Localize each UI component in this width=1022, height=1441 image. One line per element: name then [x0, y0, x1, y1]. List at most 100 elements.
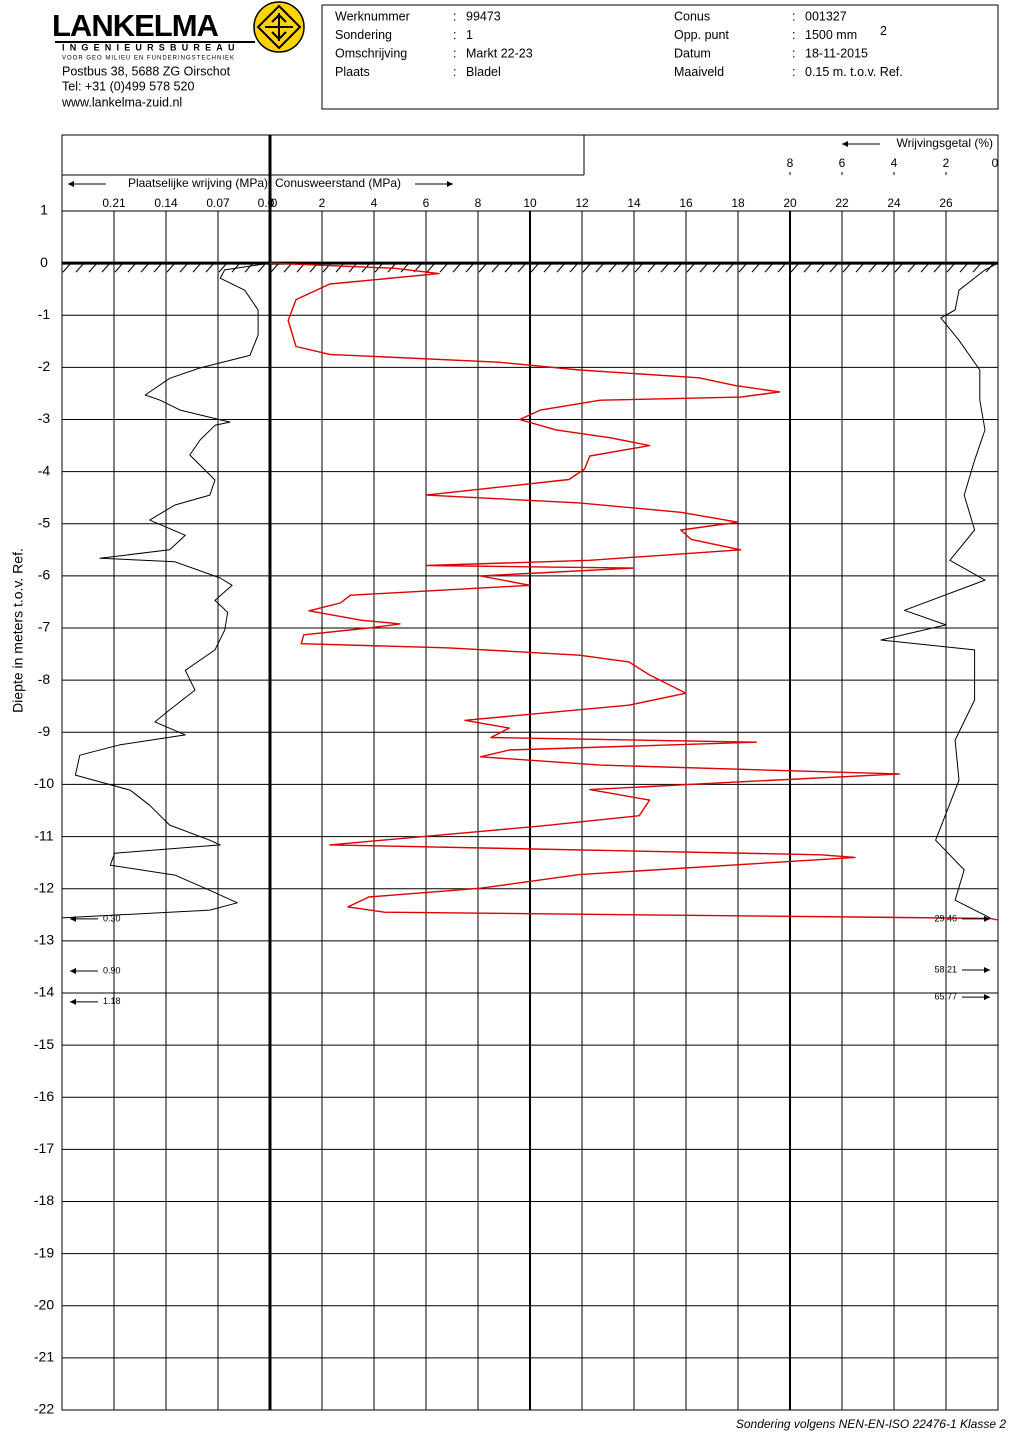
- x-tick-label: 26: [939, 196, 953, 210]
- info-fields: Werknummer:99473Sondering:1Omschrijving:…: [335, 9, 903, 79]
- x-tick-label: 12: [575, 196, 589, 210]
- info-box: [321, 4, 999, 110]
- address: www.lankelma-zuid.nl: [61, 95, 182, 109]
- field-sup: 2: [880, 24, 887, 38]
- field-separator: :: [792, 46, 795, 60]
- field-label: Werknummer: [335, 9, 410, 23]
- field-separator: :: [792, 65, 795, 79]
- y-tick-label: -14: [34, 984, 54, 1000]
- field-value: 1: [466, 28, 473, 42]
- y-tick-label: -21: [34, 1349, 54, 1365]
- x-tick-label: 10: [523, 196, 537, 210]
- y-tick-label: -5: [38, 514, 51, 530]
- offscale-label: 0.30: [103, 913, 121, 923]
- offscale-label: 65.77: [934, 992, 957, 1002]
- y-tick-label: -6: [38, 567, 51, 583]
- y-tick-label: -18: [34, 1192, 54, 1208]
- x-tick-label: 22: [835, 196, 849, 210]
- offscale-label: 0.90: [103, 965, 121, 975]
- x-tick-label: 24: [887, 196, 901, 210]
- x-tick-label: 18: [731, 196, 745, 210]
- y-tick-label: -8: [38, 671, 51, 687]
- field-label: Opp. punt: [674, 28, 729, 42]
- field-separator: :: [453, 9, 456, 23]
- y-tick-label: -1: [38, 306, 51, 322]
- profile-line: [61, 262, 271, 919]
- axis-label: Conusweerstand (MPa): [275, 176, 401, 190]
- logo-mark: [253, 1, 305, 53]
- header: LANKELMA INGENIEURSBUREAU VOOR GEO MILIE…: [52, 1, 999, 110]
- x-tick-label: 0.21: [102, 196, 126, 210]
- y-axis-label: Diepte in meters t.o.v. Ref.: [10, 548, 26, 713]
- x-tick-label: 0.0: [258, 196, 275, 210]
- y-tick-label: -2: [38, 358, 51, 374]
- y-tick-label: -9: [38, 723, 51, 739]
- y-tick-label: -11: [34, 827, 53, 843]
- y-tick-label: -22: [34, 1401, 54, 1417]
- x-tick-label: 2: [319, 196, 326, 210]
- field-separator: :: [453, 28, 456, 42]
- x-tick-label: 0.14: [154, 196, 178, 210]
- x-tick-label: 6: [839, 156, 846, 170]
- field-label: Sondering: [335, 28, 392, 42]
- field-separator: :: [453, 46, 456, 60]
- x-tick-label: 20: [783, 196, 797, 210]
- field-label: Maaiveld: [674, 65, 724, 79]
- company: LANKELMA: [52, 8, 219, 43]
- field-label: Omschrijving: [335, 46, 407, 60]
- x-tick-label: 2: [943, 156, 950, 170]
- offscale-label: 58.21: [934, 964, 957, 974]
- field-value: Bladel: [466, 65, 501, 79]
- y-tick-label: -16: [34, 1088, 54, 1104]
- axis-label: Wrijvingsgetal (%): [897, 136, 993, 150]
- footnote: Sondering volgens NEN-EN-ISO 22476-1 Kla…: [736, 1417, 1006, 1431]
- field-separator: :: [792, 9, 795, 23]
- field-value: Markt 22-23: [466, 46, 533, 60]
- axis-label: Plaatselijke wrijving (MPa): [128, 176, 268, 190]
- y-tick-label: 1: [40, 202, 48, 218]
- x-tick-label: 4: [891, 156, 898, 170]
- field-label: Conus: [674, 9, 710, 23]
- field-separator: :: [453, 65, 456, 79]
- y-tick-label: -10: [34, 775, 54, 791]
- company-tagline: VOOR GEO MILIEU EN FUNDERINGSTECHNIEK: [62, 56, 235, 62]
- x-tick-label: 8: [475, 196, 482, 210]
- x-tick-label: 8: [787, 156, 794, 170]
- chart: 10-1-2-3-4-5-6-7-8-9-10-11-12-13-14-15-1…: [10, 134, 1006, 1431]
- x-tick-label: 14: [627, 196, 641, 210]
- y-tick-label: -7: [38, 619, 51, 635]
- field-value: 1500 mm: [805, 28, 857, 42]
- y-tick-label: -3: [38, 410, 51, 426]
- ground-hatch: [62, 263, 994, 273]
- x-tick-label: 0: [992, 156, 999, 170]
- field-value: 0.15 m. t.o.v. Ref.: [805, 65, 903, 79]
- x-tick-label: 0.07: [206, 196, 230, 210]
- y-tick-label: -19: [34, 1244, 54, 1260]
- field-value: 99473: [466, 9, 501, 23]
- field-label: Plaats: [335, 65, 370, 79]
- x-tick-label: 6: [423, 196, 430, 210]
- y-tick-label: -17: [34, 1140, 54, 1156]
- y-tick-label: -4: [38, 462, 51, 478]
- y-tick-label: -13: [34, 932, 54, 948]
- x-tick-label: 16: [679, 196, 693, 210]
- profile-line: [880, 262, 999, 919]
- x-tick-label: 0: [271, 196, 278, 210]
- field-separator: :: [792, 28, 795, 42]
- field-value: 18-11-2015: [805, 46, 868, 60]
- company-subtitle: INGENIEURSBUREAU: [62, 42, 240, 52]
- y-tick-label: 0: [40, 254, 48, 270]
- profile-line: [269, 262, 999, 921]
- y-tick-label: -15: [34, 1036, 54, 1052]
- address: Postbus 38, 5688 ZG Oirschot: [62, 64, 231, 78]
- y-tick-label: -12: [34, 879, 54, 895]
- logo-rule: [55, 41, 255, 43]
- field-value: 001327: [805, 9, 847, 23]
- field-label: Datum: [674, 46, 711, 60]
- offscale-label: 1.18: [103, 996, 121, 1006]
- offscale-label: 29.46: [934, 913, 957, 923]
- address: Tel: +31 (0)499 578 520: [62, 79, 194, 93]
- x-tick-label: 4: [371, 196, 378, 210]
- y-tick-label: -20: [34, 1296, 54, 1312]
